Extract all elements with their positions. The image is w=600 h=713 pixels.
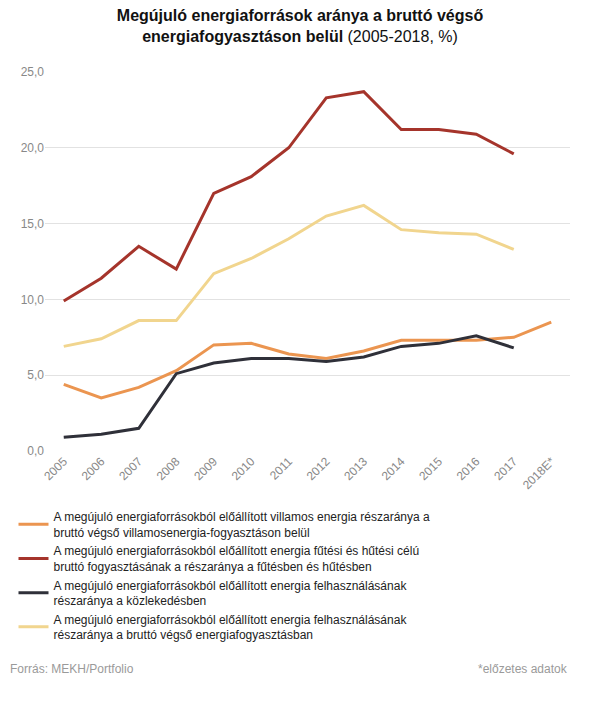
- svg-text:2008: 2008: [154, 454, 183, 483]
- svg-text:2006: 2006: [79, 454, 108, 483]
- svg-text:2005: 2005: [41, 454, 70, 483]
- svg-text:2012: 2012: [304, 454, 333, 483]
- svg-text:Forrás: MEKH/Portfolio: Forrás: MEKH/Portfolio: [10, 662, 134, 676]
- svg-text:Megújuló energiaforrások arány: Megújuló energiaforrások aránya a bruttó…: [117, 7, 484, 45]
- svg-text:2007: 2007: [116, 454, 145, 483]
- svg-text:A megújuló energiaforrásokból: A megújuló energiaforrásokból előállítot…: [54, 544, 420, 574]
- svg-text:15,0: 15,0: [21, 217, 45, 231]
- svg-text:5,0: 5,0: [27, 368, 44, 382]
- svg-text:2014: 2014: [379, 454, 408, 483]
- svg-text:*előzetes adatok: *előzetes adatok: [478, 662, 568, 676]
- svg-text:0,0: 0,0: [27, 444, 44, 458]
- svg-text:2013: 2013: [341, 454, 370, 483]
- svg-text:A megújuló energiaforrásokból: A megújuló energiaforrásokból előállítot…: [54, 613, 408, 643]
- svg-text:10,0: 10,0: [21, 293, 45, 307]
- svg-text:2015: 2015: [416, 454, 445, 483]
- svg-text:A megújuló energiaforrásokból: A megújuló energiaforrásokból előállítot…: [54, 510, 431, 540]
- svg-text:2010: 2010: [229, 454, 258, 483]
- svg-text:2017: 2017: [491, 454, 520, 483]
- svg-text:2009: 2009: [191, 454, 220, 483]
- svg-text:25,0: 25,0: [21, 65, 45, 79]
- svg-text:2018E*: 2018E*: [520, 454, 558, 492]
- svg-text:2011: 2011: [267, 454, 295, 482]
- svg-text:20,0: 20,0: [21, 141, 45, 155]
- svg-text:2016: 2016: [454, 454, 483, 483]
- svg-text:A megújuló energiaforrásokból: A megújuló energiaforrásokból előállítot…: [54, 579, 408, 609]
